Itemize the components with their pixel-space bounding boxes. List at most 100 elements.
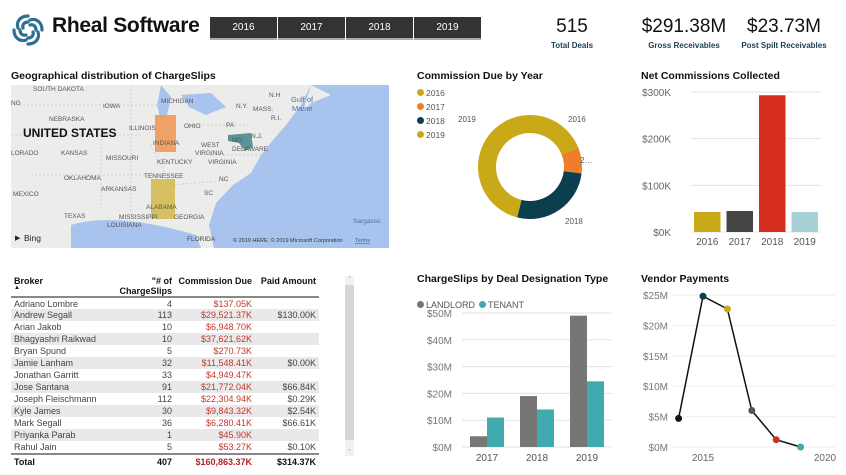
vendor-payments-chart[interactable]: $0M $5M $10M $15M $20M $25M 2015 2020 — [630, 285, 846, 475]
table-row[interactable]: Jamie Lanham 32 $11,548.41K $0.00K — [11, 357, 319, 369]
column-header-chargeslips[interactable]: "# of ChargeSlips — [111, 276, 175, 298]
map-label: TEXAS — [64, 213, 86, 220]
legend-item[interactable]: LANDLORD — [417, 300, 475, 310]
legend-item[interactable]: 2018 — [417, 116, 445, 126]
map-label: DELAWARE — [232, 146, 269, 153]
deal-legend: LANDLORD TENANT — [417, 293, 528, 312]
vendor-line — [677, 295, 801, 448]
map-label: MEXICO — [13, 191, 39, 198]
map-label: PA — [226, 122, 235, 129]
data-point-2016 — [723, 305, 731, 313]
net-commissions-chart[interactable]: $0K $100K $200K $300K 2016 2017 2018 2019 — [641, 82, 841, 252]
commission-due: $6,948.70K — [205, 322, 252, 332]
scroll-down-icon[interactable]: ˅ — [348, 449, 351, 456]
map-label: Maine — [292, 104, 312, 113]
table-row[interactable]: Jose Santana 91 $21,772.04K $66.84K — [11, 381, 319, 393]
y-tick-label: $50M — [427, 309, 452, 320]
slice-label: 2016 — [568, 115, 586, 124]
map-label: Gulf of — [291, 95, 314, 104]
broker-name: Priyanka Parab — [11, 429, 111, 441]
map-label: VIRGINIA — [208, 159, 237, 166]
map-label: GEORGIA — [174, 214, 205, 221]
table-row[interactable]: Priyanka Parab 1 $45.90K — [11, 429, 319, 441]
table-row[interactable]: Adriano Lombre 4 $137.05K — [11, 297, 319, 309]
x-tick-label: 2018 — [761, 237, 784, 248]
broker-name: Andrew Segall — [11, 309, 111, 321]
year-filter-2018[interactable]: 2018 — [346, 17, 413, 40]
table-row[interactable]: Rahul Jain 5 $53.27K $0.10K — [11, 441, 319, 453]
paid-amount — [255, 297, 319, 309]
scrollbar-thumb[interactable] — [345, 285, 354, 440]
table-row[interactable]: Bryan Spund 5 $270.73K — [11, 345, 319, 357]
total-commission-due: $160,863.37K — [175, 453, 255, 468]
table-row[interactable]: Jonathan Garritt 33 $4,949.47K — [11, 369, 319, 381]
table-row[interactable]: Mark Segall 36 $6,280.41K $66.61K — [11, 417, 319, 429]
broker-name: Jose Santana — [11, 381, 111, 393]
scroll-up-icon[interactable]: ˄ — [348, 276, 351, 283]
table-row[interactable]: Kyle James 30 $9,843.32K $2.54K — [11, 405, 319, 417]
map-label: ILLINOIS — [129, 125, 156, 132]
map-label: N.J. — [251, 133, 263, 140]
map-label: MD — [232, 137, 242, 144]
map-label: FLORIDA — [187, 236, 216, 243]
x-tick-label: 2015 — [692, 453, 715, 464]
broker-name: Jonathan Garritt — [14, 370, 79, 380]
deal-designation-chart[interactable]: $0M $10M $20M $30M $40M $50M 2017 2018 2019 — [417, 305, 617, 475]
legend-dot — [417, 301, 424, 308]
map-label: NEBRASKA — [49, 116, 85, 123]
column-header-broker[interactable]: Broker ▲ — [11, 276, 111, 298]
bar-tenant-2019 — [587, 381, 604, 447]
broker-name: Kyle James — [11, 405, 111, 417]
commission-due: $22,304.94K — [200, 394, 252, 404]
donut-chart[interactable]: 2016 2… 2018 2019 — [440, 100, 600, 235]
y-tick-label: $10M — [427, 416, 452, 427]
paid-amount — [255, 333, 319, 345]
legend-label: 2017 — [426, 102, 445, 112]
year-filter-2019[interactable]: 2019 — [414, 17, 481, 40]
commission-due: $9,843.32K — [175, 405, 255, 417]
legend-label: 2016 — [426, 88, 445, 98]
year-filter-2017[interactable]: 2017 — [278, 17, 345, 40]
table-row[interactable]: Arian Jakob 10 $6,948.70K — [11, 321, 319, 333]
kpi-value: $23.73M — [747, 16, 821, 37]
table-row[interactable]: Andrew Segall 113 $29,521.37K $130.00K — [11, 309, 319, 321]
bar-landlord-2017 — [470, 436, 487, 447]
bar-2019 — [791, 211, 818, 232]
vendor-payments-title: Vendor Payments — [641, 273, 730, 285]
map-visual[interactable]: SOUTH DAKOTA MICHIGAN N.H Gulf of Maine … — [11, 85, 389, 248]
chargeslips-count: 112 — [157, 394, 172, 404]
legend-item[interactable]: 2019 — [417, 130, 445, 140]
x-tick-label: 2020 — [814, 453, 837, 464]
legend-item[interactable]: 2016 — [417, 88, 445, 98]
kpi-label: Gross Receivables — [648, 41, 720, 50]
data-point-2015 — [699, 292, 707, 300]
map-label: MASS. — [253, 106, 273, 113]
legend-dot — [417, 103, 424, 110]
column-header-commission-due[interactable]: Commission Due — [175, 276, 255, 298]
donut-legend: 2016 2017 2018 2019 — [417, 88, 445, 144]
legend-item[interactable]: 2017 — [417, 102, 445, 112]
legend-item[interactable]: TENANT — [479, 300, 524, 310]
map-label: N.H — [269, 92, 281, 99]
y-tick-label: $20M — [427, 389, 452, 400]
slice-label: 2019 — [458, 115, 476, 124]
map-label: LORADO — [11, 150, 38, 157]
column-header-paid-amount[interactable]: Paid Amount — [255, 276, 319, 298]
donut-slice-2019 — [478, 115, 530, 218]
net-commissions-title: Net Commissions Collected — [641, 70, 780, 82]
year-filter-2016[interactable]: 2016 — [210, 17, 277, 40]
donut-slice-2016 — [530, 115, 579, 155]
map-terms-link[interactable]: Terms — [355, 238, 370, 244]
paid-amount: $66.84K — [255, 381, 319, 393]
table-row[interactable]: Bhagyashri Raikwad 10 $37,621.62K — [11, 333, 319, 345]
x-tick-label: 2018 — [526, 453, 549, 464]
map-label: SOUTH DAKOTA — [33, 86, 84, 93]
x-tick-label: 2017 — [729, 237, 752, 248]
commission-due: $270.73K — [213, 346, 252, 356]
total-paid-amount: $314.37K — [255, 453, 319, 468]
table-row[interactable]: Joseph Fleischmann 112 $22,304.94K $0.29K — [11, 393, 319, 405]
table-scrollbar[interactable]: ˄ ˅ — [345, 276, 354, 456]
paid-amount: $66.61K — [282, 418, 316, 428]
map-label: VIRGINIA — [195, 150, 224, 157]
paid-amount — [255, 321, 319, 333]
